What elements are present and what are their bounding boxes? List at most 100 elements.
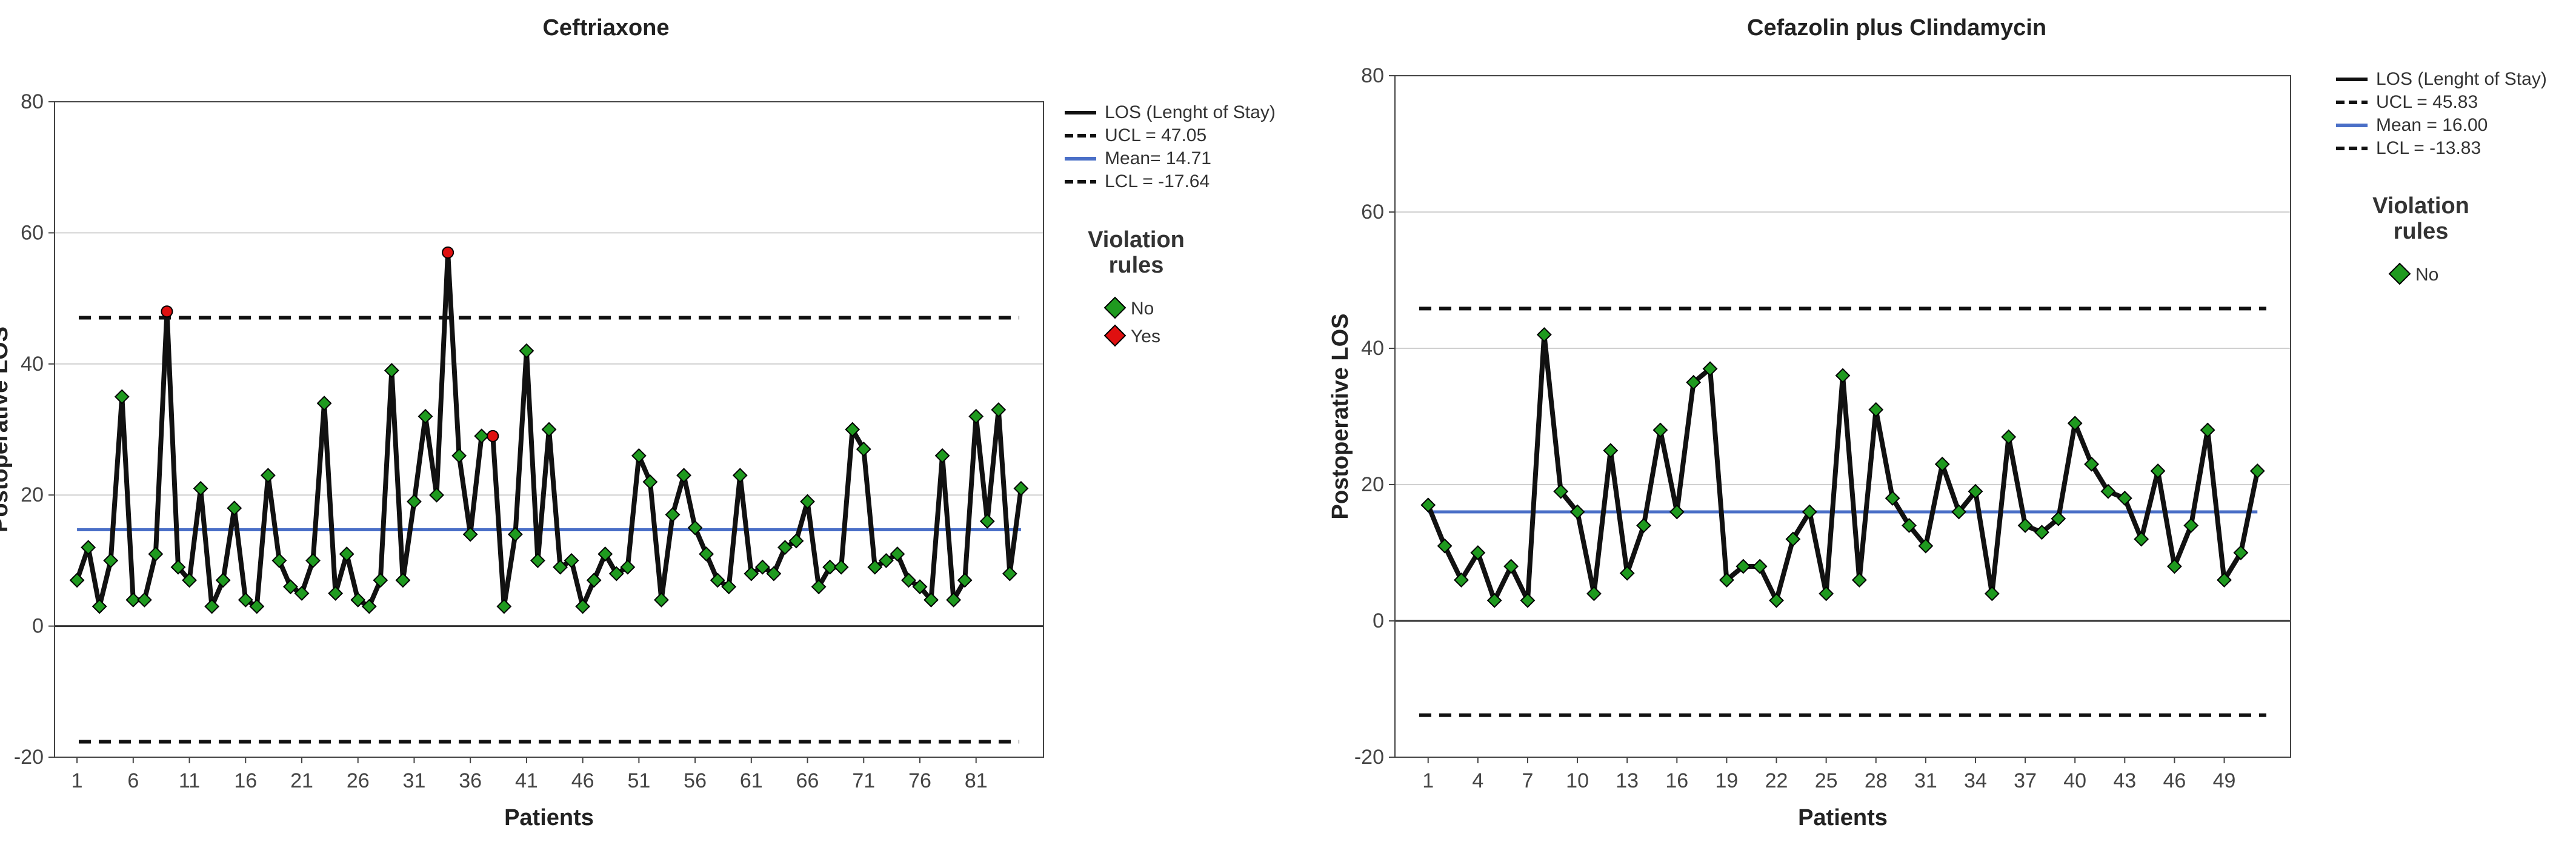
data-point [2051, 511, 2066, 526]
data-point [418, 408, 433, 424]
data-point [1785, 531, 1801, 547]
x-tick-label: 56 [684, 769, 707, 792]
data-point [1002, 566, 1017, 582]
data-point [474, 428, 490, 444]
data-point [800, 494, 815, 509]
data-point [1437, 538, 1453, 554]
legend-entry: LOS (Lenght of Stay) [2376, 69, 2547, 89]
data-point [1636, 518, 1651, 533]
violation-label: No [2415, 265, 2438, 285]
data-point [114, 389, 130, 405]
data-point [1470, 545, 1486, 560]
data-point [654, 592, 669, 608]
data-point [766, 566, 782, 582]
legend-entry: LCL = -17.64 [1105, 171, 1210, 191]
data-point [125, 592, 141, 608]
x-tick-label: 46 [2163, 769, 2186, 792]
data-point [2034, 525, 2049, 540]
y-tick-label: 40 [1361, 337, 1384, 360]
data-point [1851, 572, 1867, 588]
plot-frame [54, 101, 1044, 758]
data-point [968, 408, 984, 424]
data-point [395, 572, 411, 588]
data-point [822, 559, 838, 575]
x-tick-label: 1 [72, 769, 83, 792]
data-point [215, 572, 231, 588]
data-point [541, 422, 557, 437]
x-tick-label: 61 [740, 769, 763, 792]
data-point-violation [487, 429, 499, 442]
x-tick-label: 71 [852, 769, 875, 792]
x-axis-label: Patients [504, 805, 594, 830]
chart-2: Cefazolin plus Clindamycin -20 0 20 40 60 80 1 4… [1328, 15, 2547, 830]
data-point [451, 448, 467, 463]
x-tick-label: 41 [515, 769, 538, 792]
data-point [1885, 491, 1900, 506]
data-point [788, 533, 804, 549]
data-point [92, 598, 107, 614]
x-tick-label: 31 [403, 769, 426, 792]
data-point [979, 514, 995, 529]
legend: LOS (Lenght of Stay) UCL = 47.05 Mean= 14.… [1065, 102, 1276, 191]
x-tick-label: 76 [908, 769, 931, 792]
x-tick-label: 7 [1522, 769, 1534, 792]
data-point [69, 572, 85, 588]
y-tick-label: 80 [1361, 64, 1384, 87]
data-point [271, 552, 287, 568]
data-point [2067, 416, 2083, 431]
data-point [1968, 483, 1983, 499]
y-tick-label: 60 [1361, 201, 1384, 224]
data-point [227, 500, 242, 516]
data-point [429, 487, 444, 503]
data-point [732, 468, 748, 483]
data-point [1603, 443, 1619, 459]
data-point [754, 559, 770, 575]
data-point [2166, 559, 2182, 574]
data-point [946, 592, 962, 608]
violation-label: No [1131, 299, 1154, 319]
x-tick-label: 21 [290, 769, 313, 792]
data-point [676, 468, 691, 483]
data-point [1586, 586, 1602, 602]
data-point [238, 592, 253, 608]
data-point [1868, 402, 1884, 417]
data-point [81, 540, 96, 555]
plot-frame [1394, 75, 2291, 758]
legend-entry: LCL = -13.83 [2376, 138, 2481, 158]
data-point [642, 474, 658, 489]
data-point [2249, 463, 2265, 479]
x-axis-label: Patients [1798, 805, 1888, 830]
data-point [1486, 592, 1502, 608]
y-tick-label: 0 [1373, 609, 1384, 632]
violation-title-line1: Violation [1088, 227, 1185, 253]
x-tick-label: 81 [965, 769, 988, 792]
data-point [878, 552, 894, 568]
data-point [631, 448, 647, 463]
data-point [193, 480, 208, 496]
y-tick-label: -20 [1354, 746, 1384, 769]
x-tick-label: 19 [1715, 769, 1738, 792]
data-point [665, 507, 681, 523]
violation-label: Yes [1131, 327, 1160, 346]
data-point [361, 598, 377, 614]
data-point [721, 579, 737, 595]
x-tick-label: 6 [127, 769, 139, 792]
y-tick-label: 0 [32, 615, 44, 638]
data-point [833, 559, 849, 575]
violation-title-line2: rules [1109, 253, 1164, 278]
data-point [811, 579, 827, 595]
y-tick-label: 40 [21, 353, 44, 376]
y-tick-label: 20 [1361, 473, 1384, 496]
data-point [407, 494, 422, 509]
data-point [1652, 422, 1668, 438]
y-tick-label: 20 [21, 483, 44, 506]
legend-entry: UCL = 45.83 [2376, 92, 2478, 112]
data-point [2001, 429, 2017, 445]
data-point [687, 520, 703, 535]
data-point [1934, 456, 1950, 472]
legend: LOS (Lenght of Stay) UCL = 45.83 Mean = 16… [2336, 69, 2547, 158]
violation-marker-yes [1103, 324, 1127, 347]
data-point [620, 559, 636, 575]
x-tick-label: 16 [1665, 769, 1688, 792]
